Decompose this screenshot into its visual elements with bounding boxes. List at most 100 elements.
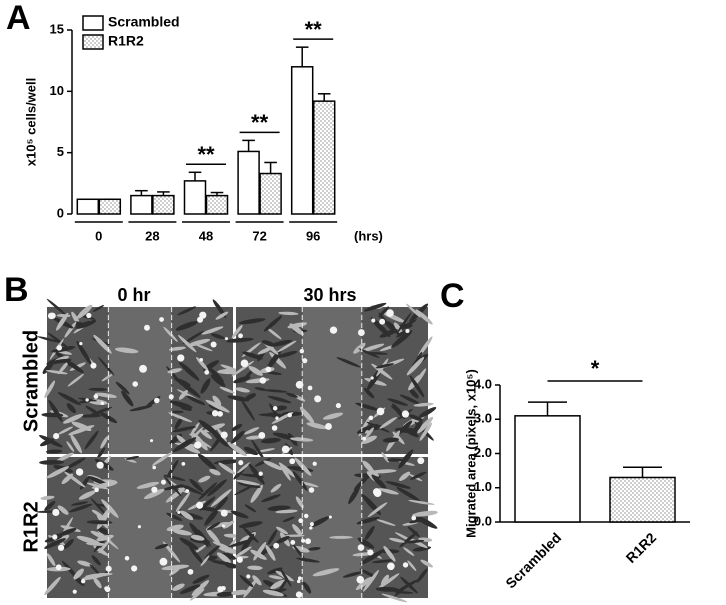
round-cell (312, 461, 317, 466)
round-cell (53, 433, 60, 440)
bar (98, 198, 122, 215)
significance-label: ** (251, 110, 269, 135)
round-cell (94, 487, 99, 493)
row-label: Scrambled (20, 330, 42, 432)
cell (207, 522, 221, 531)
round-cell (52, 534, 58, 540)
cell (292, 543, 307, 563)
cell (266, 327, 282, 340)
cell (167, 368, 183, 374)
cell (399, 471, 411, 481)
round-cell (411, 515, 417, 521)
cell (261, 437, 281, 444)
bar (290, 66, 314, 215)
cell (276, 350, 298, 358)
cell (275, 509, 298, 514)
x-tick-label: 0 (95, 228, 102, 243)
cell (267, 505, 291, 511)
cell (197, 453, 217, 471)
cell (42, 361, 54, 374)
round-cell (221, 524, 225, 528)
cell (348, 485, 361, 504)
cell (207, 366, 224, 383)
cell (406, 303, 421, 318)
cell (226, 337, 254, 343)
round-cell (100, 401, 105, 406)
cell (100, 436, 109, 449)
round-cell (314, 395, 322, 403)
cell (209, 432, 225, 452)
cell (396, 487, 421, 502)
cell (216, 552, 231, 564)
cell (177, 306, 197, 316)
cell (413, 420, 423, 433)
cell (46, 449, 63, 454)
cell (276, 340, 297, 353)
cell (296, 557, 320, 563)
cell (418, 407, 437, 419)
cell (90, 498, 109, 518)
panel-label: C (440, 277, 465, 315)
round-cell (104, 586, 111, 593)
cell (84, 430, 99, 450)
cell (179, 537, 199, 550)
y-axis-label: x10⁵ cells/well (23, 78, 38, 167)
cell (214, 496, 229, 512)
round-cell (124, 555, 130, 561)
cell (292, 524, 303, 536)
cell (198, 419, 218, 436)
cell (37, 336, 60, 343)
cell (375, 586, 400, 592)
round-cell (368, 415, 374, 421)
cell (242, 351, 263, 360)
cell (204, 508, 219, 526)
cell (238, 521, 263, 528)
column-label: 30 hrs (303, 285, 356, 305)
cell (266, 349, 282, 370)
cell (385, 481, 412, 489)
round-cell (159, 317, 164, 322)
cell (198, 529, 212, 547)
round-cell (131, 565, 138, 572)
round-cell (297, 576, 302, 581)
round-cell (220, 509, 228, 517)
round-cell (57, 544, 65, 551)
cell (85, 405, 100, 416)
x-tick-label: R1R2 (623, 529, 660, 566)
y-tick-label: 2.0 (474, 445, 492, 460)
round-cell (194, 441, 202, 449)
cell (247, 565, 263, 570)
cell (394, 585, 409, 597)
round-cell (144, 324, 150, 331)
cell (90, 530, 108, 540)
cell (269, 403, 280, 419)
cell (329, 535, 353, 539)
cell (389, 537, 405, 543)
cell (396, 312, 412, 334)
cell (44, 380, 56, 399)
cell (408, 518, 427, 524)
cell (165, 486, 186, 503)
round-cell (197, 316, 204, 323)
y-axis-label: Migrated area (pixels, x10⁵) (463, 369, 478, 538)
cell (125, 456, 140, 460)
cell (312, 568, 340, 577)
cell (94, 392, 117, 398)
cell (299, 406, 315, 424)
cell (415, 309, 433, 325)
round-cell (265, 366, 272, 373)
cell (93, 334, 112, 354)
cell (383, 545, 396, 562)
round-cell (387, 562, 395, 571)
cell (78, 490, 96, 500)
cell (267, 529, 278, 545)
round-cell (80, 579, 86, 584)
round-cell (417, 457, 425, 465)
cell (235, 546, 252, 558)
cell (222, 552, 236, 560)
cell (409, 388, 419, 399)
cell (420, 559, 434, 568)
round-cell (240, 359, 249, 368)
cell (265, 544, 276, 561)
cell (177, 335, 197, 353)
